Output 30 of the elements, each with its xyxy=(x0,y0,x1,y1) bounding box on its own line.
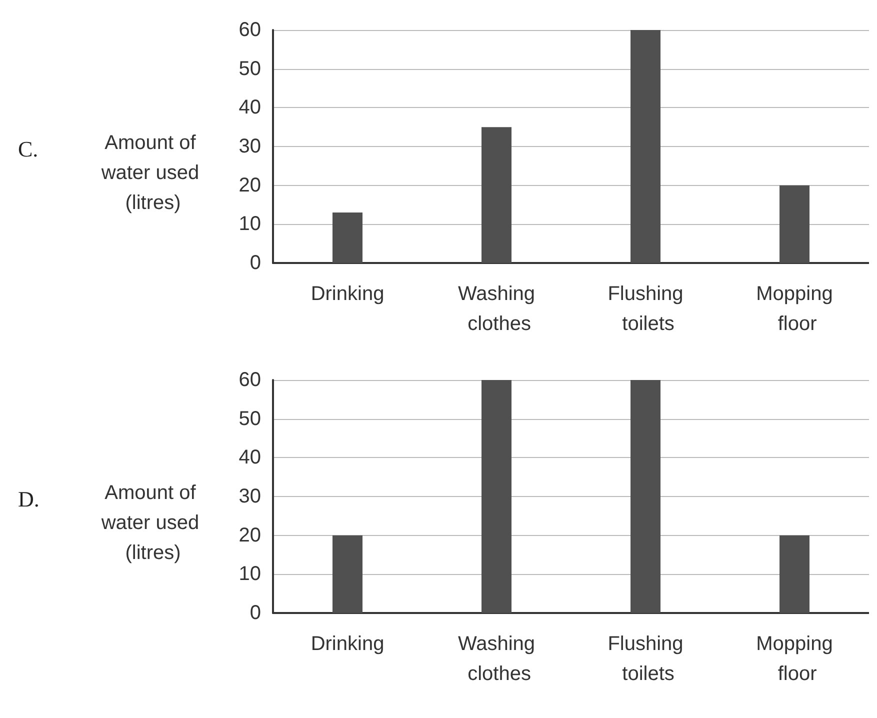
bar xyxy=(630,30,660,263)
y-tick-label: 30 xyxy=(238,486,261,508)
y-tick-label: 20 xyxy=(238,174,261,196)
y-tick-label: 30 xyxy=(238,136,261,158)
x-tick-label: Drinking xyxy=(310,283,384,305)
y-tick-label: 40 xyxy=(238,96,261,119)
y-axis-title: Amount of water used (litres) xyxy=(100,132,205,214)
x-tick-label: Washing clothes xyxy=(458,633,536,685)
y-tick-label: 10 xyxy=(238,563,261,586)
text: C. xyxy=(18,136,38,162)
y-tick-label: 50 xyxy=(238,58,261,80)
y-tick-label: 0 xyxy=(250,602,261,624)
y-tick-label: 20 xyxy=(238,524,261,546)
bar xyxy=(482,127,512,263)
y-tick-label: 10 xyxy=(238,213,261,236)
x-tick-label: Flushing toilets xyxy=(608,283,684,335)
x-tick-label: Flushing toilets xyxy=(608,633,684,685)
text: D. xyxy=(18,486,40,512)
x-tick-label: Mopping floor xyxy=(756,633,833,685)
y-tick-label: 50 xyxy=(238,408,261,430)
y-tick-label: 60 xyxy=(238,369,261,391)
bar xyxy=(332,212,362,263)
y-tick-label: 60 xyxy=(238,19,261,41)
x-tick-label: Washing clothes xyxy=(458,283,536,335)
bar xyxy=(780,185,810,263)
x-tick-label: Drinking xyxy=(310,633,384,655)
y-axis-title: Amount of water used (litres) xyxy=(100,482,205,564)
y-tick-label: 0 xyxy=(250,252,261,274)
y-tick-label: 40 xyxy=(238,446,261,469)
x-tick-label: Mopping floor xyxy=(756,283,833,335)
